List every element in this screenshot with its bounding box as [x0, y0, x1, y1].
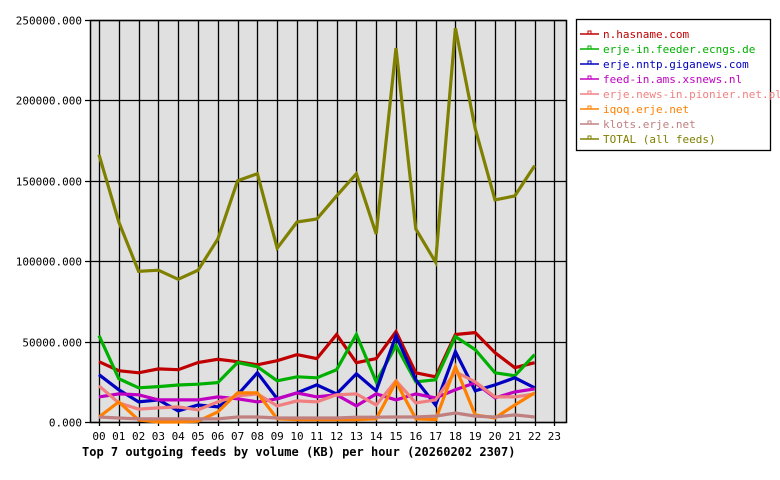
legend-square-marker-icon	[587, 45, 592, 50]
legend-label: erje-in.feeder.ecngs.de	[603, 43, 755, 56]
y-tick-label: 0.000	[49, 417, 82, 430]
legend-label: erje.nntp.giganews.com	[603, 58, 749, 71]
legend-item: feed-in.ams.xsnews.nl	[580, 73, 742, 86]
y-axis: 0.000 50000.000 100000.000 150000.000 200000…	[16, 15, 82, 430]
x-tick-label: 17	[429, 430, 442, 443]
legend-square-marker-icon	[587, 135, 592, 140]
plot-area	[90, 20, 566, 422]
legend-label: feed-in.ams.xsnews.nl	[603, 73, 742, 86]
x-tick-label: 19	[469, 430, 482, 443]
x-tick-label: 06	[211, 430, 224, 443]
x-tick-label: 12	[330, 430, 343, 443]
plot-background	[90, 20, 566, 422]
y-tick-label: 200000.000	[16, 95, 82, 108]
series-line	[98, 328, 535, 379]
x-tick-label: 02	[132, 430, 145, 443]
x-tick-label: 21	[508, 430, 521, 443]
series-line	[97, 369, 535, 412]
x-tick-label: 01	[112, 430, 125, 443]
series-line	[97, 330, 536, 390]
x-tick-label: 10	[290, 430, 303, 443]
legend-box	[575, 18, 772, 152]
series-line	[98, 411, 535, 421]
legend-item: klots.erje.net	[580, 118, 696, 131]
x-tick-label: 11	[310, 430, 323, 443]
x-tick-label: 08	[251, 430, 264, 443]
legend-item: iqoq.erje.net	[580, 103, 689, 116]
legend-square-marker-icon	[587, 90, 592, 95]
y-tick-label: 50000.000	[22, 337, 82, 350]
y-tick-label: 250000.000	[16, 15, 82, 28]
x-tick-label: 05	[191, 430, 204, 443]
x-tick-label: 23	[548, 430, 561, 443]
chart-title: Top 7 outgoing feeds by volume (KB) per …	[82, 445, 515, 459]
x-tick-label: 16	[409, 430, 422, 443]
legend: n.hasname.com erje-in.feeder.ecngs.de erje…	[575, 18, 780, 152]
y-tick-label: 150000.000	[16, 176, 82, 189]
x-tick-label: 20	[488, 430, 501, 443]
x-tick-label: 03	[152, 430, 165, 443]
series-lines	[97, 27, 536, 424]
y-tick-label: 100000.000	[16, 256, 82, 269]
legend-item: TOTAL (all feeds)	[580, 133, 716, 146]
x-tick-label: 18	[449, 430, 462, 443]
series-line	[97, 27, 536, 282]
legend-item: erje.nntp.giganews.com	[580, 58, 749, 71]
x-axis: 00 01 02 03 04 05 06 07 08 09 10 11 12 13 14 15 16 17 18 19…	[92, 430, 561, 443]
legend-label: erje.news-in.pionier.net.pl	[603, 88, 780, 101]
legend-item: erje-in.feeder.ecngs.de	[580, 43, 755, 56]
grid-lines	[85, 19, 568, 426]
x-tick-label: 04	[172, 430, 186, 443]
legend-square-marker-icon	[587, 75, 592, 80]
legend-label: klots.erje.net	[603, 118, 696, 131]
legend-label: n.hasname.com	[603, 28, 689, 41]
legend-label: iqoq.erje.net	[603, 103, 689, 116]
x-tick-label: 15	[389, 430, 402, 443]
legend-square-marker-icon	[587, 120, 592, 125]
x-tick-label: 00	[92, 430, 105, 443]
series-line	[98, 381, 535, 408]
legend-item: erje.news-in.pionier.net.pl	[580, 88, 780, 101]
x-tick-label: 09	[271, 430, 284, 443]
x-tick-label: 22	[528, 430, 541, 443]
legend-square-marker-icon	[587, 105, 592, 110]
legend-square-marker-icon	[587, 60, 592, 65]
plot-border	[89, 19, 568, 424]
x-tick-label: 13	[350, 430, 363, 443]
legend-label: TOTAL (all feeds)	[603, 133, 716, 146]
legend-item: n.hasname.com	[580, 28, 689, 41]
legend-square-marker-icon	[587, 30, 592, 35]
x-tick-label: 14	[370, 430, 384, 443]
x-tick-label: 07	[231, 430, 244, 443]
